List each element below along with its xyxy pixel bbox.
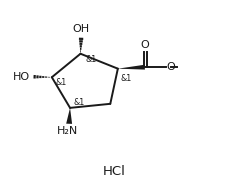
Text: &1: &1	[55, 78, 66, 87]
Polygon shape	[66, 108, 72, 124]
Text: &1: &1	[120, 74, 131, 83]
Text: O: O	[140, 40, 148, 50]
Text: H₂N: H₂N	[57, 126, 78, 136]
Text: &1: &1	[73, 98, 84, 107]
Polygon shape	[117, 65, 144, 70]
Text: HO: HO	[13, 72, 30, 82]
Text: O: O	[166, 62, 175, 72]
Text: HCl: HCl	[102, 165, 125, 178]
Text: OH: OH	[72, 24, 89, 34]
Text: &1: &1	[85, 55, 96, 64]
